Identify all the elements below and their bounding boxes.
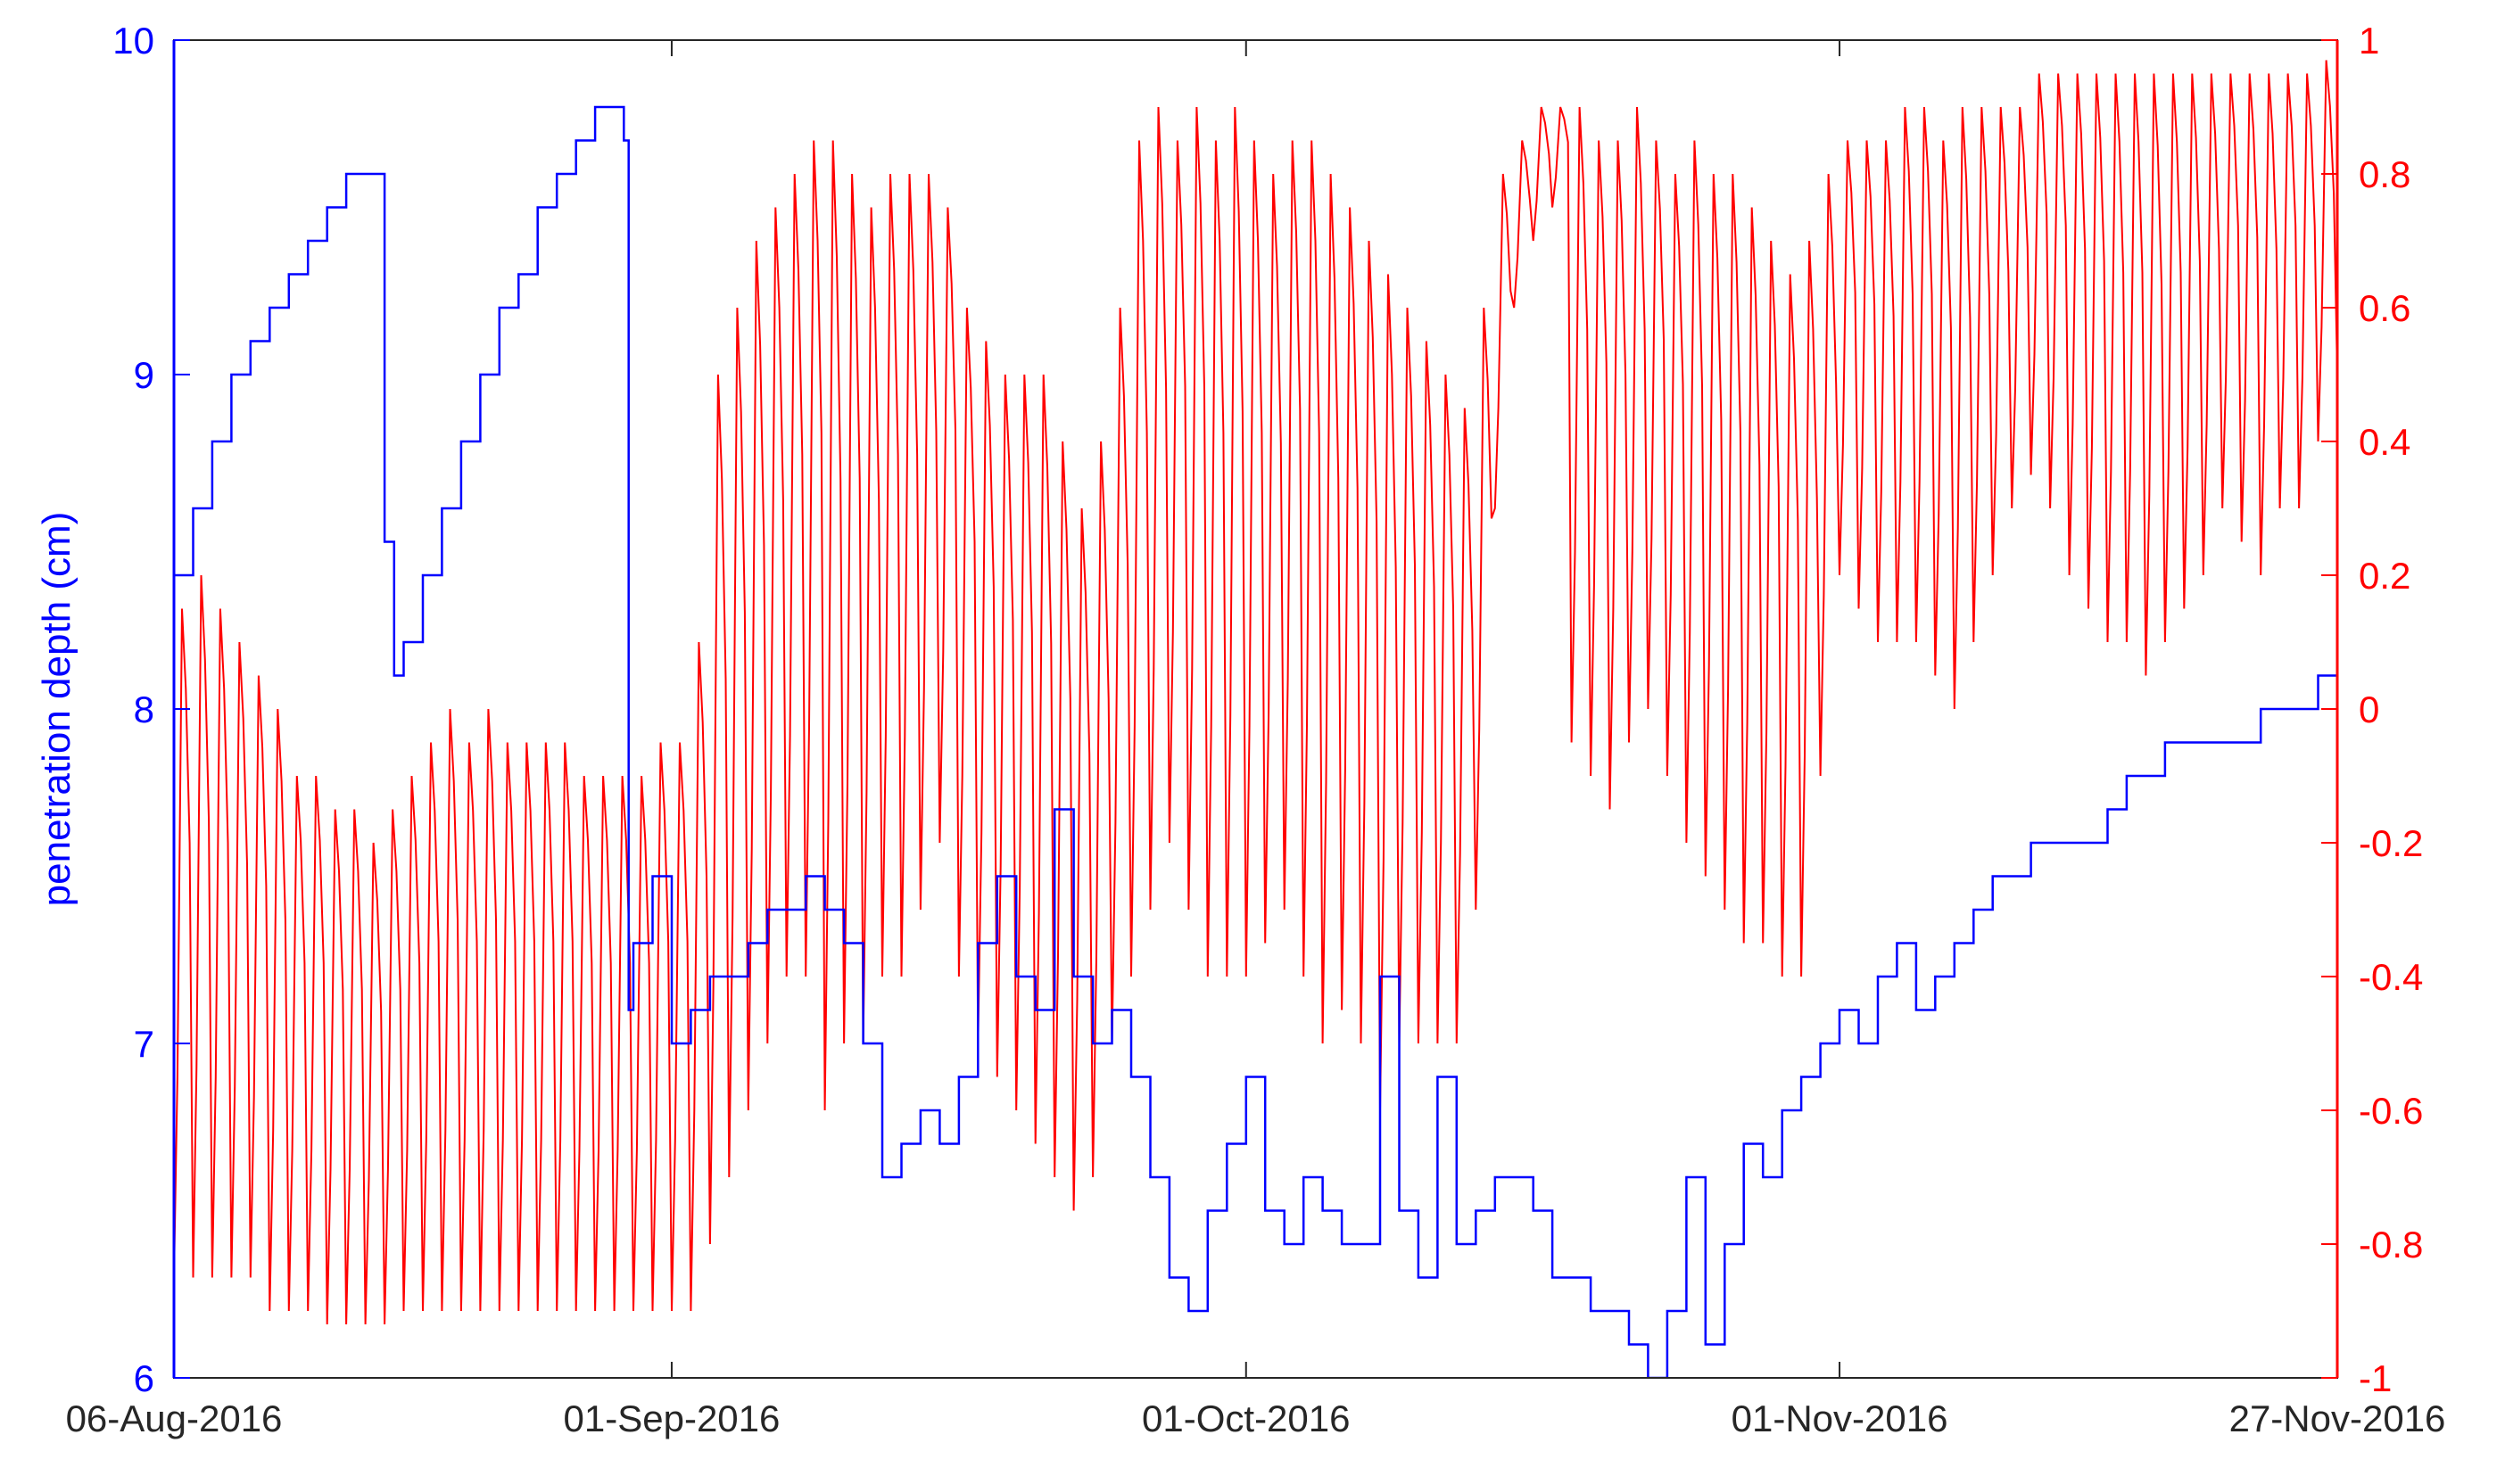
x-tick-label: 06-Aug-2016 [66,1397,283,1439]
series-blue-line [174,105,2337,1378]
y-left-tick-label: 9 [134,354,154,396]
y-right-tick-label: -0.2 [2359,822,2423,864]
y-right-tick-label: -0.6 [2359,1090,2423,1132]
y-right-tick-label: 0.4 [2359,421,2410,463]
y-left-tick-label: 10 [112,20,154,62]
y-left-tick-label: 6 [134,1357,154,1399]
x-tick-label: 01-Nov-2016 [1732,1397,1948,1439]
y-left-tick-label: 7 [134,1023,154,1065]
y-right-tick-label: 0.2 [2359,555,2410,597]
x-tick-label: 01-Oct-2016 [1142,1397,1350,1439]
x-tick-label: 27-Nov-2016 [2229,1397,2446,1439]
y-right-tick-label: 0.8 [2359,153,2410,195]
y-right-tick-label: 0.6 [2359,287,2410,329]
y-left-tick-label: 8 [134,688,154,730]
y-right-tick-label: -0.8 [2359,1224,2423,1266]
y-right-tick-label: -1 [2359,1357,2392,1399]
series-red-line [174,60,2337,1325]
y-right-tick-label: 0 [2359,688,2379,730]
y-right-tick-label: -0.4 [2359,956,2423,998]
y-right-tick-label: 1 [2359,20,2379,62]
y-axis-left-label: penetration depth (cm) [35,512,79,907]
x-tick-label: 01-Sep-2016 [564,1397,781,1439]
